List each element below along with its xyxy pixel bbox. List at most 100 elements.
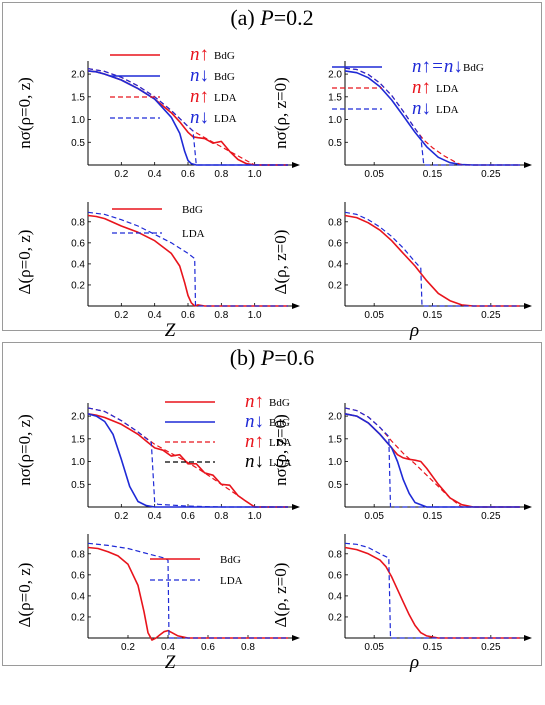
legend-label: BdG — [269, 417, 290, 429]
x-axis-arrow — [292, 303, 300, 309]
y-tick-label: 1.5 — [328, 92, 342, 103]
legend-label: BdG — [269, 397, 290, 409]
y-axis-label: Δ(ρ=0, z) — [15, 230, 34, 295]
x-tick-label: 0.4 — [148, 169, 162, 180]
x-tick-label: 0.05 — [364, 511, 384, 522]
series-line-3 — [87, 407, 288, 508]
legend-label: LDA — [436, 104, 459, 116]
series-line-1 — [87, 413, 288, 508]
x-tick-label: 0.6 — [201, 642, 215, 653]
y-tick-label: 0.8 — [328, 217, 342, 228]
x-axis-label: ρ — [409, 320, 419, 341]
panel-a: (a) P=0.2 — [2, 2, 542, 331]
y-axis-label: Δ(ρ, z=0) — [271, 230, 290, 295]
legend-symbol: n↑ — [190, 44, 209, 65]
x-tick-label: 0.15 — [423, 310, 443, 321]
y-tick-label: 0.5 — [71, 480, 85, 491]
series-line-1 — [87, 211, 288, 307]
y-tick-label: 1.0 — [71, 457, 85, 468]
legend-symbol: n↑ — [412, 77, 431, 98]
y-tick-label: 0.6 — [71, 238, 85, 249]
y-tick-label: 0.4 — [71, 259, 85, 270]
x-tick-label: 0.8 — [241, 642, 255, 653]
x-tick-label: 1.0 — [248, 511, 262, 522]
x-tick-label: 0.4 — [148, 310, 162, 321]
series-line-1 — [87, 542, 288, 639]
panel-title-a: (a) P=0.2 — [230, 5, 314, 30]
y-tick-label: 0.2 — [71, 280, 85, 291]
y-tick-label: 0.2 — [328, 612, 342, 623]
chart-b-density-z: 0.2 0.4 0.6 0.8 1.0 0.5 1.0 1.5 2.0 nσ(ρ=0, z) n↑ B… — [15, 391, 300, 522]
x-tick-label: 0.25 — [481, 511, 501, 522]
y-tick-label: 1.0 — [71, 115, 85, 126]
legend-label: BdG — [182, 204, 203, 216]
x-tick-label: 1.0 — [248, 310, 262, 321]
series-line-0 — [344, 70, 520, 166]
legend-symbol: n↑ — [190, 86, 209, 107]
chart-a-gap-z: 0.2 0.4 0.6 0.8 1.0 0.2 0.4 0.6 0.8 Δ(ρ=0, z) Z BdG… — [15, 202, 300, 341]
legend-symbol: n↓ — [412, 98, 431, 119]
legend-label: BdG — [214, 50, 235, 62]
y-tick-label: 0.8 — [71, 549, 85, 560]
legend-label: LDA — [214, 113, 237, 125]
x-tick-label: 0.2 — [114, 310, 128, 321]
legend-label: LDA — [436, 83, 459, 95]
series-line-2 — [344, 407, 520, 508]
x-tick-label: 0.25 — [481, 642, 501, 653]
series-line-0 — [344, 214, 520, 307]
y-tick-label: 2.0 — [71, 412, 85, 423]
y-tick-label: 0.6 — [71, 570, 85, 581]
y-axis-label: nσ(ρ, z=0) — [271, 414, 290, 486]
panel-title-b: (b) P=0.6 — [229, 345, 315, 370]
y-tick-label: 0.4 — [328, 259, 342, 270]
panel-b: (b) P=0.6 — [2, 342, 542, 666]
x-tick-label: 0.8 — [214, 169, 228, 180]
legend-label: BdG — [463, 62, 484, 74]
x-axis-label: ρ — [409, 652, 419, 673]
x-axis-arrow — [524, 635, 532, 641]
x-tick-label: 0.15 — [423, 511, 443, 522]
legend-label: BdG — [220, 554, 241, 566]
y-tick-label: 1.5 — [328, 434, 342, 445]
y-tick-label: 1.5 — [71, 92, 85, 103]
x-tick-label: 0.6 — [181, 169, 195, 180]
series-line-0 — [344, 546, 520, 639]
legend-label: LDA — [269, 437, 292, 449]
y-tick-label: 2.0 — [328, 70, 342, 81]
y-tick-label: 2.0 — [328, 412, 342, 423]
chart-a-gap-rho: 0.05 0.15 0.25 0.2 0.4 0.6 0.8 Δ(ρ, z=0) ρ — [271, 202, 532, 341]
legend-symbol: n↓ — [190, 107, 209, 128]
legend-label: LDA — [269, 457, 292, 469]
y-axis-label: nσ(ρ, z=0) — [271, 77, 290, 149]
x-tick-label: 0.4 — [161, 642, 175, 653]
y-tick-label: 0.4 — [71, 591, 85, 602]
series-line-1 — [344, 542, 520, 639]
x-tick-label: 1.0 — [248, 169, 262, 180]
chart-b-density-rho: 0.05 0.15 0.25 0.5 1.0 1.5 2.0 nσ(ρ, z=0) — [271, 403, 532, 522]
series-line-0 — [87, 413, 288, 508]
x-axis-arrow — [292, 162, 300, 168]
x-axis-arrow — [524, 162, 532, 168]
series-line-1 — [344, 211, 520, 307]
x-tick-label: 0.25 — [481, 310, 501, 321]
y-axis-label: nσ(ρ=0, z) — [15, 77, 34, 149]
y-tick-label: 0.8 — [71, 217, 85, 228]
x-tick-label: 0.05 — [364, 642, 384, 653]
x-axis-label: Z — [165, 652, 176, 673]
x-tick-label: 0.4 — [148, 511, 162, 522]
legend-symbol: n↓ — [245, 451, 264, 472]
x-axis-arrow — [524, 303, 532, 309]
x-tick-label: 0.6 — [181, 310, 195, 321]
x-tick-label: 0.05 — [364, 310, 384, 321]
x-axis-arrow — [292, 635, 300, 641]
legend-label: LDA — [182, 228, 205, 240]
legend-symbol: n↑=n↓ — [412, 56, 463, 77]
x-tick-label: 0.15 — [423, 642, 443, 653]
x-axis-arrow — [524, 504, 532, 510]
chart-a-density-z: 0.2 0.4 0.6 0.8 1.0 0.5 1.0 1.5 2.0 nσ(ρ=0, z) n↑ B… — [15, 44, 300, 180]
legend-label: BdG — [214, 71, 235, 83]
series-line-0 — [87, 546, 288, 641]
x-tick-label: 0.2 — [114, 511, 128, 522]
y-tick-label: 0.5 — [328, 138, 342, 149]
